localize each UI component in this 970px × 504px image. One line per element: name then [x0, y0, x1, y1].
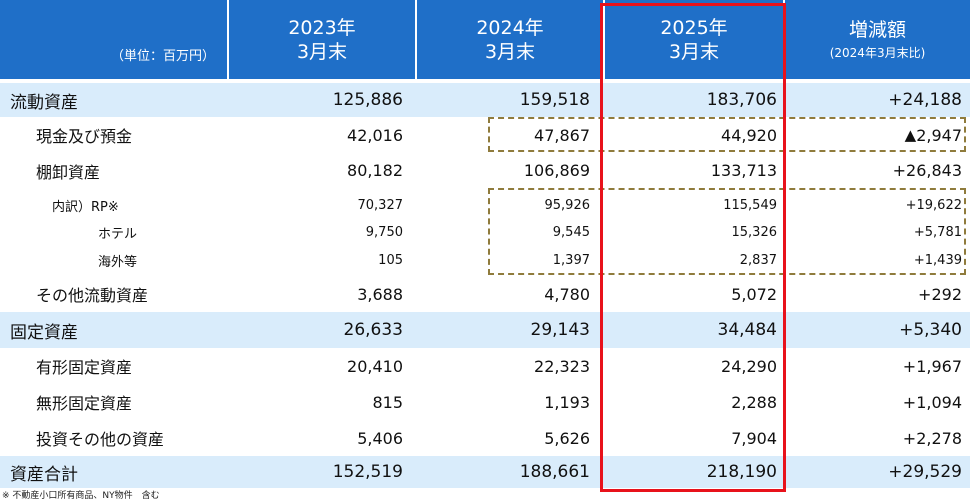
row-label: 流動資産 — [10, 92, 78, 113]
header-2025-line2: 3月末 — [668, 40, 720, 63]
row-total-assets: 資産合計 152,519 188,661 218,190 +29,529 — [0, 456, 970, 488]
value-2025: 44,920 — [721, 125, 777, 145]
row-tangible-fixed-assets: 有形固定資産 20,410 22,323 24,290 +1,967 — [0, 348, 970, 384]
header-2024: 2024年 3月末 — [417, 0, 603, 79]
row-label: ホテル — [98, 227, 138, 242]
value-diff: +24,188 — [888, 90, 962, 110]
value-2024: 188,661 — [519, 462, 590, 482]
value-2023: 80,182 — [347, 161, 403, 180]
value-diff: ▲ 2,947 — [905, 117, 962, 153]
value-2025: 7,904 — [731, 428, 777, 448]
row-intangible-fixed-assets: 無形固定資産 815 1,193 2,288 +1,094 — [0, 384, 970, 420]
value-2024: 1,193 — [544, 392, 590, 412]
row-label: 内訳）RP※ — [52, 199, 119, 215]
row-label: 資産合計 — [10, 464, 78, 485]
header-2024-line1: 2024年 — [476, 16, 544, 39]
value-2023: 125,886 — [332, 90, 403, 110]
value-diff: +5,340 — [899, 320, 962, 340]
header-2023: 2023年 3月末 — [229, 0, 415, 79]
value-2024: 47,867 — [534, 125, 590, 145]
value-diff: +2,278 — [902, 428, 962, 448]
value-2023: 42,016 — [347, 125, 403, 145]
row-label: 棚卸資産 — [36, 162, 101, 182]
value-2025: 15,326 — [731, 225, 778, 240]
value-2025: 5,072 — [731, 284, 777, 304]
value-2023: 9,750 — [365, 225, 403, 240]
decrease-triangle-icon: ▲ — [904, 126, 917, 144]
value-2024: 159,518 — [519, 90, 590, 110]
row-label: 無形固定資産 — [36, 394, 133, 413]
header-2025: 2025年 3月末 — [605, 0, 783, 79]
value-2025: 115,549 — [723, 197, 777, 213]
row-investments-other: 投資その他の資産 5,406 5,626 7,904 +2,278 — [0, 420, 970, 456]
table-header: （単位：百万円） 2023年 3月末 2024年 3月末 2025年 3月末 増… — [0, 0, 970, 79]
value-2025: 34,484 — [717, 320, 777, 340]
value-2023: 5,406 — [357, 428, 403, 448]
unit-header-cell: （単位：百万円） — [0, 0, 227, 79]
header-2023-line1: 2023年 — [288, 16, 356, 39]
value-2023: 3,688 — [357, 284, 403, 304]
row-label: その他流動資産 — [36, 286, 149, 305]
value-diff: +1,094 — [902, 392, 962, 412]
row-breakdown-hotel: ホテル 9,750 9,545 15,326 +5,781 — [0, 219, 970, 246]
value-2024: 1,397 — [552, 252, 590, 268]
value-2023: 26,633 — [343, 320, 403, 340]
row-breakdown-overseas: 海外等 105 1,397 2,837 +1,439 — [0, 246, 970, 274]
header-diff: 増減額 (2024年3月末比) — [785, 0, 970, 79]
value-2023: 105 — [378, 252, 403, 268]
value-2025: 24,290 — [721, 356, 777, 376]
value-2025: 2,837 — [739, 252, 777, 268]
header-diff-line2: (2024年3月末比) — [829, 46, 926, 60]
value-diff: +29,529 — [888, 462, 962, 482]
value-diff-number: 2,947 — [916, 125, 962, 145]
value-diff: +292 — [918, 284, 962, 304]
row-label: 固定資産 — [10, 322, 78, 343]
value-2023: 152,519 — [332, 462, 403, 482]
value-diff: +5,781 — [913, 225, 962, 240]
value-2023: 815 — [372, 392, 403, 412]
row-cash-deposits: 現金及び預金 42,016 47,867 44,920 ▲ 2,947 — [0, 117, 970, 153]
value-2025: 183,706 — [706, 90, 777, 110]
row-inventory: 棚卸資産 80,182 106,869 133,713 +26,843 — [0, 153, 970, 188]
value-diff: +19,622 — [905, 197, 962, 213]
value-2024: 4,780 — [544, 284, 590, 304]
value-2024: 22,323 — [534, 356, 590, 376]
footnote: ※ 不動産小口所有商品、NY物件 含む — [2, 491, 160, 501]
value-2025: 218,190 — [706, 462, 777, 482]
value-2024: 9,545 — [552, 225, 590, 240]
row-label: 海外等 — [98, 254, 138, 270]
value-2023: 20,410 — [347, 356, 403, 376]
value-2024: 5,626 — [544, 428, 590, 448]
value-2024: 29,143 — [530, 320, 590, 340]
value-2025: 2,288 — [731, 392, 777, 412]
header-2023-line2: 3月末 — [296, 40, 348, 63]
row-current-assets: 流動資産 125,886 159,518 183,706 +24,188 — [0, 83, 970, 117]
value-2023: 70,327 — [357, 197, 404, 213]
row-breakdown-rp: 内訳）RP※ 70,327 95,926 115,549 +19,622 — [0, 191, 970, 219]
header-2025-line1: 2025年 — [660, 16, 728, 39]
value-2024: 95,926 — [544, 197, 591, 213]
value-2025: 133,713 — [710, 161, 777, 180]
row-label: 有形固定資産 — [36, 358, 133, 377]
row-other-current-assets: その他流動資産 3,688 4,780 5,072 +292 — [0, 276, 970, 312]
value-diff: +26,843 — [892, 161, 962, 180]
header-diff-line1: 増減額 — [848, 19, 906, 41]
value-diff: +1,967 — [902, 356, 962, 376]
value-diff: +1,439 — [913, 252, 962, 268]
row-label: 投資その他の資産 — [36, 430, 165, 449]
unit-label: （単位：百万円） — [110, 49, 215, 64]
row-fixed-assets: 固定資産 26,633 29,143 34,484 +5,340 — [0, 312, 970, 348]
value-2024: 106,869 — [523, 161, 590, 180]
row-label: 現金及び預金 — [36, 127, 133, 146]
header-2024-line2: 3月末 — [484, 40, 536, 63]
